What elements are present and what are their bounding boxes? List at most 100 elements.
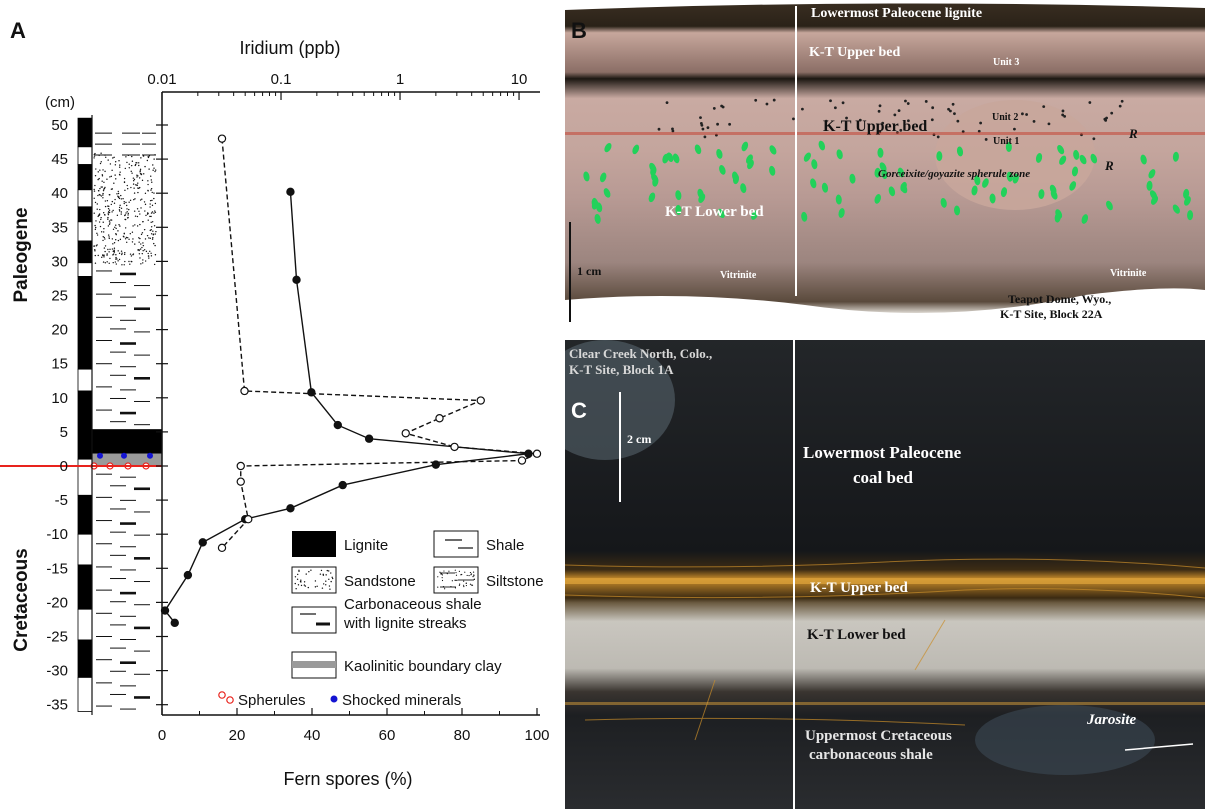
sandstone-grain: [111, 248, 114, 250]
green-grain: [1183, 188, 1190, 199]
green-grain: [1106, 200, 1113, 211]
green-grain: [821, 182, 829, 193]
y-tick-label: 5: [60, 424, 68, 441]
y-tick-label: -15: [46, 560, 68, 577]
figure-panel-a: A Iridium (ppb) (cm) Fern spores (%) Pal…: [0, 18, 550, 789]
dark-grain: [665, 101, 669, 105]
sandstone-grain: [97, 215, 99, 218]
sandstone-grain: [143, 201, 146, 203]
legend-silt-dot: [470, 574, 472, 576]
sandstone-grain: [94, 262, 97, 264]
sandstone-grain: [104, 262, 107, 264]
sandstone-grain: [124, 167, 127, 170]
sandstone-grain: [130, 170, 132, 173]
data-point-1: [517, 456, 527, 465]
sandstone-grain: [104, 205, 107, 208]
sandstone-grain: [139, 257, 141, 259]
dark-grain: [977, 129, 981, 133]
sandstone-grain: [147, 190, 149, 192]
sandstone-grain: [138, 237, 140, 239]
green-grain: [1069, 181, 1077, 191]
sandstone-grain: [124, 238, 127, 240]
sandstone-grain: [149, 215, 151, 218]
legend-sand-dot: [308, 570, 310, 573]
dark-grain: [772, 98, 776, 102]
sandstone-grain: [93, 153, 96, 156]
sandstone-grain: [115, 233, 117, 235]
sandstone-grain: [148, 257, 150, 259]
sandstone-grain: [101, 186, 103, 188]
sandstone-grain: [98, 177, 100, 180]
sandstone-grain: [131, 241, 134, 243]
sandstone-grain: [104, 214, 106, 216]
green-grain: [666, 152, 674, 163]
legend-silt-dot: [455, 572, 457, 574]
sandstone-grain: [126, 211, 128, 213]
sandstone-grain: [148, 168, 150, 170]
sandstone-grain: [134, 243, 136, 245]
sandstone-grain: [154, 233, 156, 235]
sandstone-grain: [115, 254, 117, 256]
sandstone-grain: [107, 213, 110, 216]
legend-silt-dot: [469, 571, 472, 574]
sandstone-grain: [99, 208, 101, 211]
photo-b-texture: [565, 0, 1205, 328]
sandstone-grain: [124, 218, 126, 221]
sandstone-grain: [103, 227, 105, 230]
scale-bar-1cm: [569, 222, 571, 322]
sandstone-grain: [126, 208, 128, 210]
label-c-upper-bed: K-T Upper bed: [810, 580, 908, 596]
sandstone-grain: [125, 236, 128, 239]
sandstone-grain: [96, 208, 98, 210]
y-tick-label: 25: [51, 288, 68, 305]
legend-silt-dot: [459, 583, 461, 585]
sandstone-grain: [128, 201, 130, 203]
sandstone-grain: [151, 181, 153, 183]
sandstone-grain: [137, 182, 139, 184]
dark-grain: [1110, 111, 1114, 115]
stratigraphic-column: [77, 117, 162, 712]
sandstone-grain: [139, 237, 141, 240]
sandstone-grain: [103, 254, 105, 256]
green-grain: [803, 152, 811, 162]
legend-sand-dot: [297, 573, 299, 576]
legend-label-clay: Kaolinitic boundary clay: [344, 658, 502, 675]
legend-sand-dot: [322, 583, 325, 585]
sandstone-grain: [99, 169, 101, 171]
dark-grain: [931, 106, 935, 110]
sandstone-grain: [132, 225, 134, 227]
green-grain: [810, 178, 817, 189]
sandstone-grain: [94, 175, 97, 177]
dark-grain: [979, 121, 983, 125]
sandstone-grain: [115, 258, 117, 260]
sandstone-grain: [140, 157, 142, 159]
bottom-axis-title: Fern spores (%): [283, 769, 412, 789]
sandstone-grain: [136, 215, 139, 218]
green-grain: [632, 144, 640, 155]
sandstone-grain: [126, 237, 129, 239]
dark-grain: [951, 102, 955, 106]
sandstone-grain: [132, 183, 135, 185]
sandstone-grain: [153, 192, 155, 194]
dark-grain: [712, 107, 716, 110]
sandstone-grain: [96, 234, 99, 236]
sandstone-grain: [122, 197, 124, 200]
sandstone-grain: [111, 188, 114, 190]
data-point-1: [450, 442, 459, 452]
sandstone-grain: [150, 212, 153, 214]
green-grain: [716, 148, 723, 159]
y-tick-label: -5: [55, 492, 68, 509]
column-bar-light: [77, 533, 93, 566]
green-grain: [900, 183, 908, 194]
legend-label-carbonaceous-1: Carbonaceous shale: [344, 596, 482, 613]
sandstone-grain: [115, 263, 118, 265]
sandstone-grain: [125, 156, 127, 158]
label-kt-upper-bed-1: K-T Upper bed: [809, 45, 901, 60]
sandstone-grain: [95, 226, 97, 229]
green-grain: [874, 194, 881, 204]
label-unit-3: Unit 3: [993, 57, 1020, 68]
sandstone-grain: [136, 225, 139, 227]
sandstone-grain: [120, 207, 123, 209]
sandstone-grain: [102, 261, 105, 263]
sandstone-grain: [120, 198, 123, 200]
